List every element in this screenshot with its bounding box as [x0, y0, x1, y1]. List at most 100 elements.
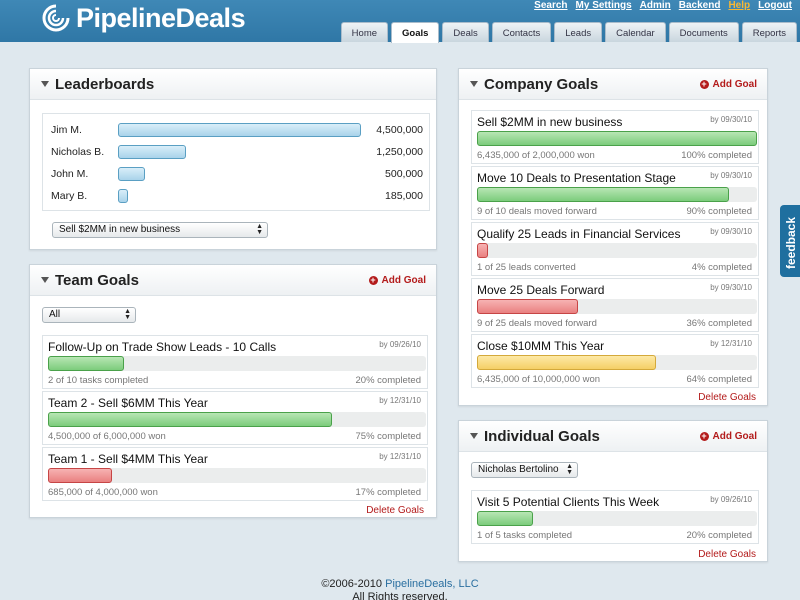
goal-title: Follow-Up on Trade Show Leads - 10 Calls — [48, 340, 277, 354]
individual-delete-goals-link[interactable]: Delete Goals — [698, 549, 756, 560]
search-link[interactable]: Search — [534, 0, 568, 11]
company-add-goal-label: Add Goal — [712, 79, 757, 90]
goal-progress-fill — [477, 299, 578, 314]
tab-documents[interactable]: Documents — [668, 22, 739, 42]
collapse-triangle-icon[interactable] — [470, 433, 478, 439]
footer-rights: All Rights reserved. — [352, 591, 448, 600]
backend-link[interactable]: Backend — [678, 0, 721, 11]
goal-progress-track — [477, 187, 757, 202]
footer-copyright: ©2006-2010 — [321, 578, 383, 590]
footer-company-link[interactable]: PipelineDeals, LLC — [385, 578, 479, 590]
goal-progress-track — [48, 412, 426, 427]
company-goal-item[interactable]: Move 10 Deals to Presentation Stage by 0… — [471, 166, 759, 220]
leaderboard-value: 4,500,000 — [376, 124, 423, 136]
brand-name: PipelineDeals — [76, 2, 246, 33]
goal-percent: 64% completed — [686, 374, 752, 385]
goal-progress-track — [477, 355, 757, 370]
team-filter-select[interactable]: All ▲ ▼ — [42, 307, 136, 323]
team-delete-goals-link[interactable]: Delete Goals — [366, 505, 424, 516]
team-add-goal-button[interactable]: + Add Goal — [368, 275, 426, 286]
goal-percent: 17% completed — [355, 487, 421, 498]
leaderboard-name: John M. — [51, 168, 89, 180]
goal-due-date: by 12/31/10 — [379, 396, 421, 405]
leaderboard-goal-select[interactable]: Sell $2MM in new business ▲ ▼ — [52, 222, 268, 238]
leaderboard-goal-select-value: Sell $2MM in new business — [59, 224, 181, 235]
team-goal-item[interactable]: Team 2 - Sell $6MM This Year by 12/31/10… — [42, 391, 428, 445]
goal-progress-fill — [477, 511, 533, 526]
select-arrows-icon: ▲ ▼ — [256, 223, 263, 236]
leaderboard-bar — [118, 123, 361, 137]
my-settings-link[interactable]: My Settings — [575, 0, 632, 11]
tab-reports[interactable]: Reports — [741, 22, 797, 42]
goal-status-text: 6,435,000 of 10,000,000 won — [477, 374, 601, 385]
goal-title: Team 2 - Sell $6MM This Year — [48, 396, 208, 410]
individual-goals-panel: Individual Goals + Add Goal Nicholas Ber… — [458, 420, 768, 562]
company-goal-item[interactable]: Move 25 Deals Forward by 09/30/10 9 of 2… — [471, 278, 759, 332]
goal-progress-track — [477, 131, 757, 146]
individual-goal-item[interactable]: Visit 5 Potential Clients This Week by 0… — [471, 490, 759, 544]
company-add-goal-button[interactable]: + Add Goal — [699, 79, 757, 90]
main-tabs: Home Goals Deals Contacts Leads Calendar… — [340, 22, 797, 43]
leaderboards-header: Leaderboards — [30, 69, 436, 100]
goal-due-date: by 12/31/10 — [710, 339, 752, 348]
footer-copyright-line: ©2006-2010 PipelineDeals, LLC — [0, 578, 800, 591]
goal-progress-fill — [48, 468, 113, 483]
goal-progress-fill — [477, 355, 657, 370]
collapse-triangle-icon[interactable] — [470, 81, 478, 87]
goal-due-date: by 09/26/10 — [379, 340, 421, 349]
logout-link[interactable]: Logout — [758, 0, 792, 11]
goal-due-date: by 09/30/10 — [710, 115, 752, 124]
logo-swirl-icon — [38, 2, 74, 34]
goal-percent: 20% completed — [355, 375, 421, 386]
goal-due-date: by 12/31/10 — [379, 452, 421, 461]
plus-icon: + — [368, 275, 378, 285]
team-goals-title: Team Goals — [55, 271, 139, 289]
goal-title: Move 25 Deals Forward — [477, 283, 605, 297]
goal-progress-track — [477, 243, 757, 258]
plus-icon: + — [699, 79, 709, 89]
admin-link[interactable]: Admin — [639, 0, 671, 11]
company-goal-item[interactable]: Sell $2MM in new business by 09/30/10 6,… — [471, 110, 759, 164]
goal-percent: 90% completed — [686, 206, 752, 217]
leaderboard-row: Mary B. 185,000 — [43, 187, 429, 207]
team-goals-header: Team Goals + Add Goal — [30, 265, 436, 296]
company-goal-item[interactable]: Close $10MM This Year by 12/31/10 6,435,… — [471, 334, 759, 388]
leaderboard-bar — [118, 145, 186, 159]
help-link[interactable]: Help — [728, 0, 751, 11]
team-goals-panel: Team Goals + Add Goal All ▲ ▼ Follow-Up o… — [29, 264, 437, 518]
tab-goals[interactable]: Goals — [391, 22, 440, 43]
leaderboard-name: Mary B. — [51, 190, 88, 202]
top-links: Search My Settings Admin Backend Help Lo… — [534, 0, 792, 11]
goal-progress-track — [48, 356, 426, 371]
company-goals-header: Company Goals + Add Goal — [459, 69, 767, 100]
brand-logo[interactable]: PipelineDeals — [38, 2, 246, 34]
person-select[interactable]: Nicholas Bertolino ▲ ▼ — [471, 462, 578, 478]
collapse-triangle-icon[interactable] — [41, 81, 49, 87]
goal-status-text: 2 of 10 tasks completed — [48, 375, 149, 386]
goal-title: Qualify 25 Leads in Financial Services — [477, 227, 681, 241]
individual-add-goal-button[interactable]: + Add Goal — [699, 431, 757, 442]
feedback-label: feedback — [784, 216, 798, 269]
company-goal-item[interactable]: Qualify 25 Leads in Financial Services b… — [471, 222, 759, 276]
tab-home[interactable]: Home — [340, 22, 389, 42]
company-delete-goals-link[interactable]: Delete Goals — [698, 392, 756, 403]
goal-due-date: by 09/30/10 — [710, 227, 752, 236]
leaderboard-name: Jim M. — [51, 124, 82, 136]
goal-progress-fill — [477, 131, 757, 146]
goal-due-date: by 09/30/10 — [710, 171, 752, 180]
leaderboard-bar — [118, 167, 145, 181]
tab-deals[interactable]: Deals — [442, 22, 489, 42]
select-arrows-icon: ▲ ▼ — [566, 463, 573, 476]
tab-leads[interactable]: Leads — [554, 22, 603, 42]
collapse-triangle-icon[interactable] — [41, 277, 49, 283]
team-goal-item[interactable]: Follow-Up on Trade Show Leads - 10 Calls… — [42, 335, 428, 389]
goal-status-text: 9 of 25 deals moved forward — [477, 318, 597, 329]
goal-percent: 36% completed — [686, 318, 752, 329]
goal-percent: 75% completed — [355, 431, 421, 442]
team-goal-item[interactable]: Team 1 - Sell $4MM This Year by 12/31/10… — [42, 447, 428, 501]
goal-due-date: by 09/30/10 — [710, 283, 752, 292]
top-header: PipelineDeals Search My Settings Admin B… — [0, 0, 800, 43]
tab-calendar[interactable]: Calendar — [605, 22, 666, 42]
tab-contacts[interactable]: Contacts — [491, 22, 552, 42]
feedback-tab[interactable]: feedback — [780, 205, 800, 277]
